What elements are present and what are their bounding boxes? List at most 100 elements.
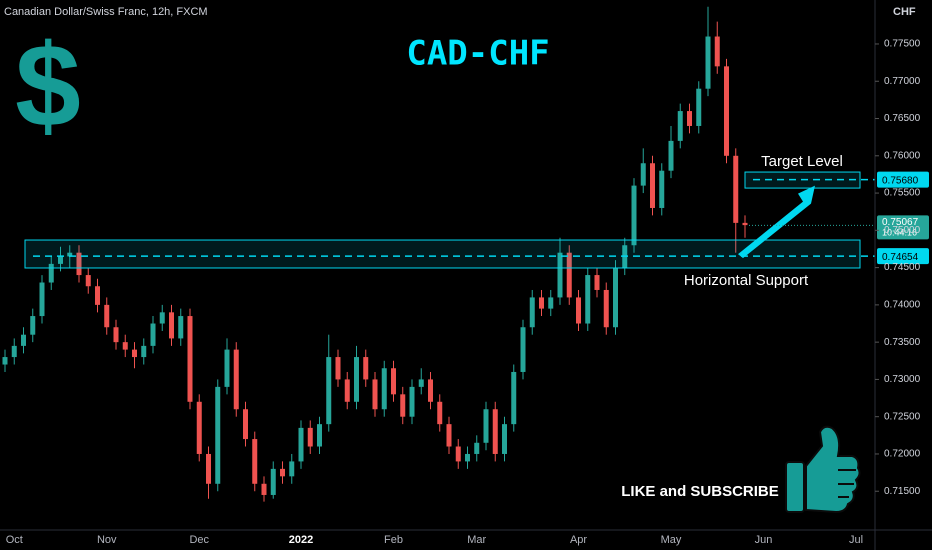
level-price-tag [877,248,929,265]
level-price-tag [877,171,929,188]
candle-body [437,401,443,425]
plot-area [2,6,748,502]
candle-body [113,327,119,343]
target-arrow [738,185,815,259]
candle-body [252,439,258,484]
level-price-label: 0.75680 [882,175,919,186]
candle-body [465,453,470,462]
last-price-label: 0.75067 [882,217,919,228]
candle-body [243,409,248,440]
candle-body [344,379,350,402]
candle-body [280,468,285,477]
candle-body [335,357,341,380]
overlay: Target Level 0.75680 Horizontal Support 0.7… [24,153,929,289]
last-price-tag [877,215,929,240]
candle-body [224,349,230,387]
y-tick-label: 0.75500 [884,188,921,199]
candle-body [326,357,332,425]
dollar-icon: $ [15,20,81,152]
candle-body [659,170,665,208]
candle-body [566,252,572,298]
candle-body [21,334,26,346]
y-tick-label: 0.75000 [884,225,921,236]
candle-body [539,297,544,309]
candle-body [483,409,489,443]
candle-body [631,185,637,246]
thumb-cuff [785,461,805,513]
x-tick-label: Oct [6,534,23,546]
x-tick-label: Jun [755,534,773,546]
level-name: Target Level [761,153,843,170]
y-tick-label: 0.74000 [884,300,921,311]
y-tick-label: 0.73000 [884,374,921,385]
candle-body [270,468,276,495]
candle-body [640,163,646,186]
candle-body [391,368,396,395]
candle-body [178,316,184,339]
candle-body [557,252,563,298]
candle-body [159,312,165,324]
candle-body [150,323,156,346]
candle-body [261,483,267,495]
candle-body [48,263,54,283]
y-axis-title: CHF [893,6,916,18]
x-tick-label: Feb [384,534,403,546]
call-to-action: LIKE and SUBSCRIBE [621,483,779,500]
candle-body [354,357,359,402]
x-tick-label: Apr [570,534,587,546]
candle-body [650,163,655,208]
y-tick-label: 0.72500 [884,411,921,422]
candle-body [511,371,517,425]
candle-body [58,256,63,264]
candle-body [372,379,378,410]
x-tick-label: Jul [849,534,863,546]
candle-body [714,36,720,67]
candle-body [492,409,498,454]
candle-body [206,453,211,484]
candle-body [132,349,137,358]
chart-title: CAD-CHF [406,34,549,74]
y-tick-label: 0.74500 [884,262,921,273]
x-tick-label: Nov [97,534,117,546]
candle-body [520,327,526,372]
thumb-hand [805,425,861,514]
candle-body [687,111,692,126]
candle-body [724,66,729,156]
candle-body [613,267,618,328]
candle-body [733,155,739,223]
candle-body [2,357,8,365]
x-tick-label: Mar [467,534,486,546]
candle-body [187,316,193,402]
candle-body [668,140,674,171]
y-tick-label: 0.73500 [884,337,921,348]
candle-body [603,289,609,328]
candle-body [85,275,91,287]
x-tick-label: 2022 [289,534,313,546]
candle-body [705,36,711,89]
candle-body [122,342,128,350]
candle-body [548,297,554,309]
y-tick-label: 0.71500 [884,486,921,497]
y-tick-label: 0.77500 [884,39,921,50]
candle-body [502,424,507,454]
candle-body [400,394,406,417]
candle-body [169,312,174,339]
y-tick-label: 0.76500 [884,113,921,124]
candle-body [95,286,100,305]
candle-body [141,345,147,358]
y-tick-label: 0.72000 [884,449,921,460]
candle-body [67,252,73,257]
candle-body [76,252,82,276]
candle-body [677,111,683,141]
candle-body [529,297,535,328]
candle-body [428,379,433,402]
candle-body [594,275,600,290]
candle-body [215,386,221,484]
candle-body [11,345,17,358]
candle-body [381,368,387,410]
candle-body [585,275,591,324]
candle-body [30,316,36,335]
candle-body [576,297,581,324]
